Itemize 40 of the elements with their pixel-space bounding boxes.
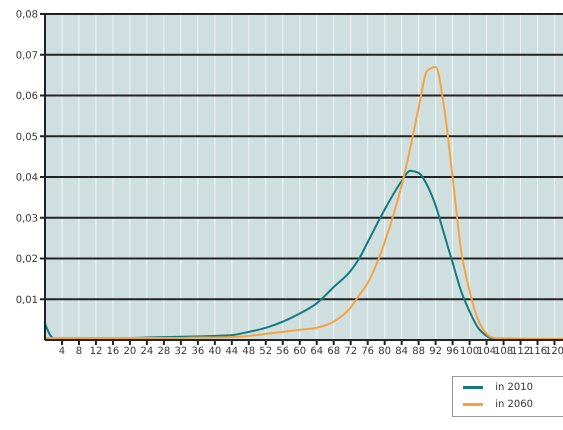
x-tick-label: 72	[344, 346, 358, 358]
x-tick-label: 60	[293, 346, 306, 358]
x-tick-label: 104	[477, 346, 496, 358]
x-tick-label: 24	[140, 346, 154, 358]
x-tick-label: 52	[259, 346, 272, 358]
x-tick-label: 44	[225, 346, 238, 358]
x-tick-label: 4	[58, 346, 66, 358]
x-tick-label: 64	[310, 346, 324, 358]
x-tick-label: 76	[361, 346, 374, 358]
x-tick-label: 80	[378, 346, 392, 358]
x-tick-label: 68	[327, 346, 340, 358]
x-tick-label: 84	[395, 346, 408, 358]
y-tick-label: 0,02	[16, 254, 38, 266]
x-tick-label: 120	[544, 346, 563, 358]
y-tick-label: 0,05	[16, 132, 38, 143]
x-tick-label: 116	[528, 346, 548, 358]
x-tick-label: 100	[460, 346, 480, 358]
y-tick-label: 0,04	[16, 172, 38, 184]
x-tick-label: 40	[208, 346, 222, 358]
x-tick-label: 96	[446, 346, 459, 358]
y-tick-label: 0,06	[16, 91, 38, 102]
y-tick-label: 0,03	[16, 213, 38, 224]
x-tick-label: 20	[124, 346, 136, 358]
x-tick-label: 56	[276, 346, 290, 358]
x-tick-label: 32	[174, 346, 188, 358]
x-tick-label: 112	[510, 346, 530, 358]
x-tick-label: 16	[106, 346, 120, 358]
y-tick-label: 0,07	[16, 50, 38, 62]
x-tick-label: 36	[191, 346, 204, 358]
y-tick-label: 0,01	[16, 294, 38, 306]
x-tick-label: 12	[90, 346, 102, 358]
x-tick-label: 88	[412, 346, 426, 358]
y-tick-label: 0,08	[16, 10, 38, 21]
x-tick-label: 8	[76, 346, 82, 358]
legend-label: in 2010	[495, 382, 533, 393]
x-tick-label: 28	[158, 346, 170, 358]
x-tick-label: 48	[242, 346, 256, 358]
legend-label: in 2060	[495, 399, 533, 410]
x-tick-label: 92	[429, 346, 442, 358]
x-tick-label: 108	[494, 346, 514, 358]
